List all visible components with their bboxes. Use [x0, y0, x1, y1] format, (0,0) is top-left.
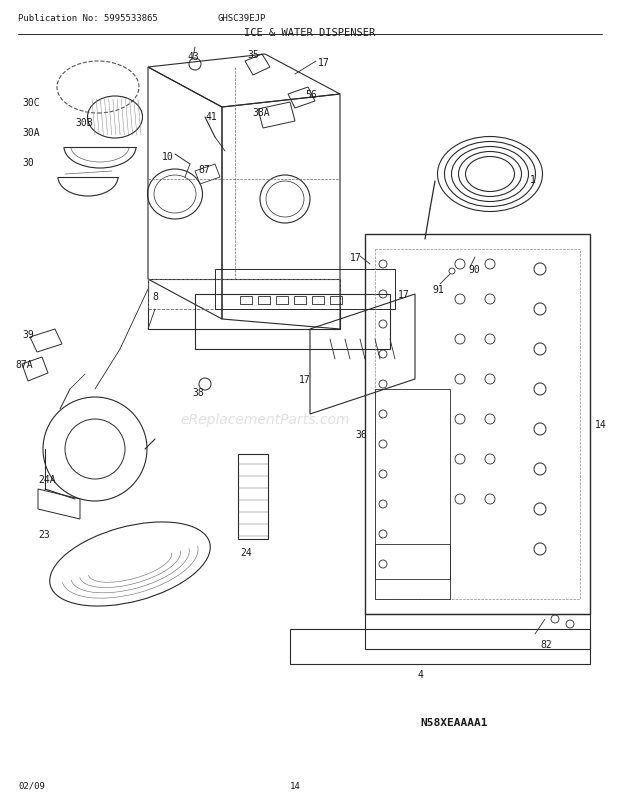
Text: 17: 17 — [398, 290, 410, 300]
Text: 56: 56 — [305, 90, 317, 100]
Text: 17: 17 — [318, 58, 330, 68]
Text: 17: 17 — [350, 253, 361, 263]
Text: ICE & WATER DISPENSER: ICE & WATER DISPENSER — [244, 28, 376, 38]
Text: 8: 8 — [152, 292, 158, 302]
Text: 24: 24 — [240, 547, 252, 557]
Text: 82: 82 — [540, 639, 552, 649]
Text: 90: 90 — [468, 265, 480, 274]
Text: 4: 4 — [417, 669, 423, 679]
Text: 14: 14 — [290, 781, 300, 790]
Text: 38: 38 — [192, 387, 204, 398]
Text: 14: 14 — [595, 419, 607, 429]
Text: 1: 1 — [530, 175, 536, 184]
Text: 24A: 24A — [38, 475, 56, 484]
Text: GHSC39EJP: GHSC39EJP — [218, 14, 267, 23]
Text: 30A: 30A — [22, 128, 40, 138]
Text: 39: 39 — [22, 330, 33, 339]
Text: 43: 43 — [188, 52, 200, 62]
Text: 35: 35 — [247, 50, 259, 60]
Text: 38A: 38A — [252, 107, 270, 118]
Text: N58XEAAAA1: N58XEAAAA1 — [420, 717, 487, 727]
Text: 87A: 87A — [15, 359, 33, 370]
Text: 30B: 30B — [75, 118, 92, 128]
Text: 30: 30 — [22, 158, 33, 168]
Text: 17: 17 — [299, 375, 311, 384]
Text: 91: 91 — [432, 285, 444, 294]
Text: 10: 10 — [162, 152, 174, 162]
Text: Publication No: 5995533865: Publication No: 5995533865 — [18, 14, 157, 23]
Text: 02/09: 02/09 — [18, 781, 45, 790]
Text: 36: 36 — [355, 429, 367, 439]
Text: 41: 41 — [205, 111, 217, 122]
Text: 30C: 30C — [22, 98, 40, 107]
Text: 87: 87 — [198, 164, 210, 175]
Text: 23: 23 — [38, 529, 50, 539]
Text: eReplacementParts.com: eReplacementParts.com — [180, 412, 350, 427]
